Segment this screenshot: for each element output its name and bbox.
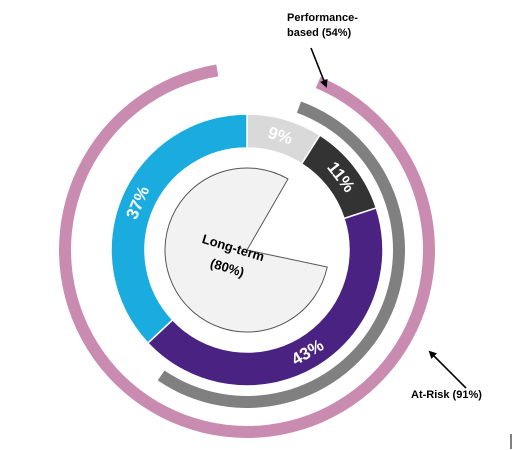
center-pie: Long-term (80%) [165,168,327,332]
at-risk-arrow [430,352,466,388]
performance-based-arrow [311,48,326,86]
at-risk-annotation: At-Risk (91%) [411,389,482,401]
performance-based-annotation-line1: Performance- [287,12,358,24]
performance-based-annotation-line2: based (54%) [287,27,352,39]
